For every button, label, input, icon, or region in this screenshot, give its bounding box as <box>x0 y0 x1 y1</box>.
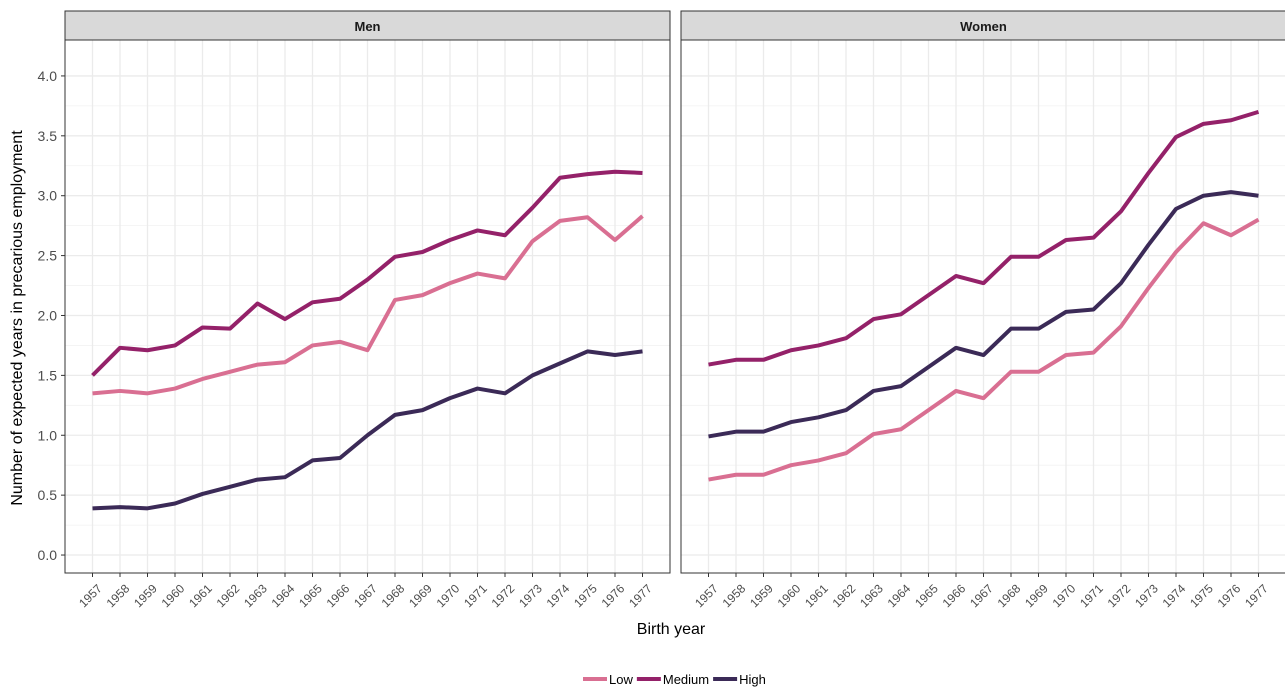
panels: Men1957195819591960196119621963196419651… <box>64 10 1285 610</box>
x-tick-label: 1963 <box>857 581 886 610</box>
x-tick-label: 1962 <box>830 581 859 610</box>
y-tick-label: 1.0 <box>38 427 58 443</box>
series-line-low <box>708 217 1260 482</box>
x-tick-label: 1976 <box>1215 581 1244 610</box>
facet-strip <box>680 10 1285 41</box>
series-line-high <box>92 349 643 511</box>
x-tick-label: 1967 <box>351 581 380 610</box>
x-tick-label: 1977 <box>1242 581 1271 610</box>
legend-item-medium: Medium <box>636 672 709 687</box>
x-tick-label: 1970 <box>1050 581 1079 610</box>
x-tick-label: 1960 <box>159 581 188 610</box>
legend-label: Medium <box>663 672 709 687</box>
x-tick-label: 1963 <box>241 581 270 610</box>
x-tick-label: 1973 <box>1132 581 1161 610</box>
x-tick-label: 1967 <box>967 581 996 610</box>
x-tick-label: 1968 <box>995 581 1024 610</box>
x-tick-label: 1961 <box>802 581 831 610</box>
y-tick-label: 0.5 <box>38 487 58 503</box>
y-tick-label: 0.0 <box>38 547 58 563</box>
y-tick-label: 4.0 <box>38 68 58 84</box>
y-tick-label: 2.0 <box>38 307 58 323</box>
x-tick-label: 1974 <box>1160 581 1189 610</box>
legend-label: High <box>739 672 766 687</box>
x-tick-label: 1971 <box>1077 581 1106 610</box>
facet-strip-label: Women <box>960 19 1007 34</box>
series-line-low <box>92 214 644 396</box>
x-tick-label: 1976 <box>599 581 628 610</box>
x-tick-label: 1968 <box>379 581 408 610</box>
series-line-high <box>708 190 1259 439</box>
x-tick-label: 1973 <box>516 581 545 610</box>
x-tick-label: 1966 <box>940 581 969 610</box>
panel-women: Women19571958195919601961196219631964196… <box>680 10 1285 610</box>
y-tick-label: 1.5 <box>38 367 58 383</box>
facet-strip-label: Men <box>355 19 381 34</box>
x-tick-label: 1964 <box>885 581 914 610</box>
x-tick-label: 1960 <box>775 581 804 610</box>
x-tick-label: 1966 <box>324 581 353 610</box>
x-tick-label: 1961 <box>186 581 215 610</box>
x-tick-label: 1975 <box>1187 581 1216 610</box>
y-axis: 0.0 0.5 1.0 1.5 2.0 2.5 3.0 3.5 4.0 <box>38 68 65 563</box>
x-tick-label: 1965 <box>296 581 325 610</box>
y-tick-label: 3.0 <box>38 188 58 204</box>
x-tick-label: 1958 <box>720 581 749 610</box>
y-axis-title: Number of expected years in precarious e… <box>9 130 26 506</box>
x-tick-label: 1957 <box>692 581 721 610</box>
x-tick-label: 1959 <box>747 581 776 610</box>
x-tick-label: 1977 <box>626 581 655 610</box>
panel-men: Men1957195819591960196119621963196419651… <box>64 10 671 610</box>
y-tick-label: 3.5 <box>38 128 58 144</box>
series-line-medium <box>708 109 1260 367</box>
x-tick-label: 1975 <box>571 581 600 610</box>
legend-label: Low <box>609 672 633 687</box>
x-tick-label: 1965 <box>912 581 941 610</box>
facet-strip <box>64 10 671 41</box>
series-line-medium <box>91 169 643 377</box>
x-tick-label: 1974 <box>544 581 573 610</box>
x-tick-label: 1959 <box>131 581 160 610</box>
x-tick-label: 1962 <box>214 581 243 610</box>
x-axis-title: Birth year <box>637 621 706 638</box>
x-tick-label: 1970 <box>434 581 463 610</box>
y-tick-label: 2.5 <box>38 248 58 264</box>
legend-item-high: High <box>713 672 766 687</box>
x-tick-label: 1964 <box>269 581 298 610</box>
legend: Low Medium High <box>583 672 766 687</box>
x-tick-label: 1957 <box>76 581 105 610</box>
x-tick-label: 1972 <box>1105 581 1134 610</box>
x-tick-label: 1958 <box>104 581 133 610</box>
x-tick-label: 1969 <box>406 581 435 610</box>
x-tick-label: 1971 <box>461 581 490 610</box>
x-tick-label: 1969 <box>1022 581 1051 610</box>
x-tick-label: 1972 <box>489 581 518 610</box>
legend-item-low: Low <box>583 672 633 687</box>
